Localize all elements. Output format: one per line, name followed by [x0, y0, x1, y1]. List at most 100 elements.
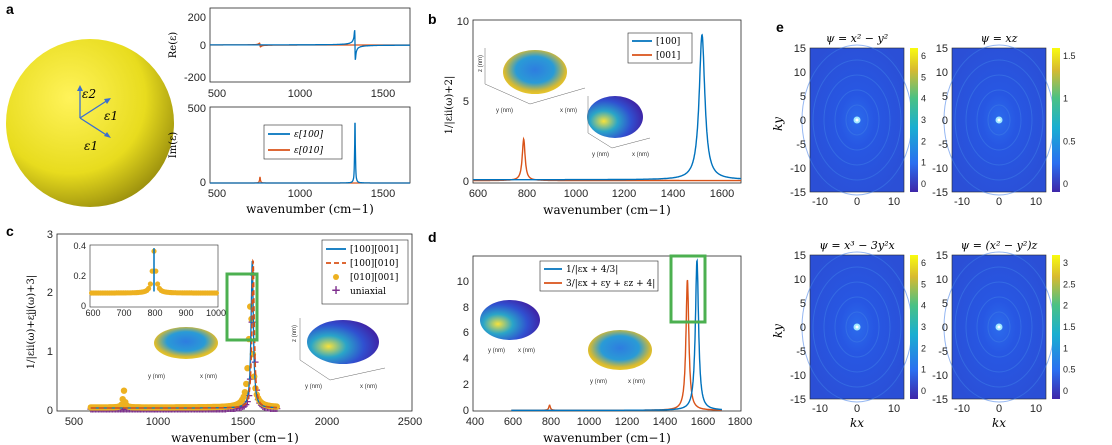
c-uniaxial-point: +: [117, 403, 126, 416]
d-ytick-10: 10: [457, 276, 469, 288]
d-inset1-xlabel: x (nm): [518, 348, 535, 354]
b-xtick-1200: 1200: [612, 188, 636, 200]
d-ytick-6: 6: [463, 327, 469, 339]
d-ytick-4: 4: [463, 353, 469, 365]
b-xtick-1400: 1400: [661, 188, 685, 200]
e-map-ytick: 15: [936, 250, 948, 262]
im-eps-legend-100: ε[100]: [294, 130, 324, 140]
e-colorbar-tick: 2.5: [1063, 279, 1076, 289]
e-map-ytick: -15: [790, 394, 806, 406]
e-colorbar-tick: 1: [1063, 343, 1068, 353]
e-map-title-1: ψ = x² − y²: [826, 32, 888, 45]
b-xtick-1000: 1000: [564, 188, 588, 200]
b-legend-001: [001]: [656, 51, 680, 61]
e-map-ytick: -10: [790, 163, 806, 175]
svg-text:+: +: [331, 283, 341, 297]
im-eps-ytick-0: 0: [200, 177, 206, 189]
e-map-ytick: -5: [796, 346, 806, 358]
e-map-ytick: 5: [800, 91, 806, 103]
d-ytick-8: 8: [463, 302, 469, 314]
e-map-title-3: ψ = x³ − 3y²x: [819, 239, 895, 252]
e-map-xtick: 10: [1030, 403, 1042, 415]
e-map-ring: [976, 296, 1022, 358]
d-series-x: [511, 258, 722, 411]
c-xtick-2500: 2500: [398, 416, 422, 428]
e-colorbar-3: [910, 255, 918, 399]
d-inset2-xlabel: x (nm): [628, 379, 645, 385]
b-inset1-xlabel: x (nm): [560, 108, 577, 114]
e-map-ytick: -15: [790, 187, 806, 199]
e-colorbar-tick: 3: [1063, 258, 1068, 268]
b-ytick-10: 10: [457, 16, 469, 28]
e-map-ytick: 0: [800, 322, 806, 334]
e-map-xtick: 10: [1030, 196, 1042, 208]
c-inset-ytick-04: 0.4: [73, 241, 86, 251]
axis-arrow-e1b: [79, 117, 109, 137]
b-inset2-ylabel: y (nm): [592, 152, 609, 158]
e-map-ring: [965, 74, 1033, 166]
b-ylabel: 1/|εii(ω)+2|: [444, 76, 455, 135]
e-map-xtick: 0: [996, 196, 1002, 208]
e-map-xlabel: kx: [850, 416, 864, 430]
e-colorbar-tick: 4: [921, 301, 926, 311]
e-map-xtick: 0: [854, 403, 860, 415]
panel-b-plot: 1/|εii(ω)+2| 0 5 10 600 800 1000 1200 14…: [444, 16, 742, 217]
e-map-ytick: -5: [796, 139, 806, 151]
c-uniaxial-point: +: [232, 402, 241, 415]
e-colorbar-tick: 0.5: [1063, 136, 1076, 146]
e-map-ring: [823, 74, 891, 166]
panel-label-a: a: [6, 1, 14, 17]
re-eps-ytick-200: 200: [188, 12, 206, 24]
d-inset-mode-2: y (nm) x (nm): [588, 330, 652, 385]
im-eps-ylabel: Im(ε): [168, 132, 179, 159]
e-map-ytick: 0: [942, 322, 948, 334]
c-inset2-ylabel: y (nm): [305, 384, 322, 390]
b-inset1-ylabel: y (nm): [496, 108, 513, 114]
c-inset-ytick-0: 0: [81, 301, 86, 311]
c-uniaxial-point: +: [243, 395, 252, 408]
e-map-xtick: -10: [812, 403, 828, 415]
re-eps-xtick-1500: 1500: [371, 88, 395, 100]
e-colorbar-tick: 0: [921, 386, 926, 396]
c-legend-010-001: [010][001]: [350, 273, 398, 283]
c-inset-mode-2: z (nm) y (nm) x (nm): [292, 318, 386, 390]
re-eps-xtick-500: 500: [208, 88, 226, 100]
e-map-title-2: ψ = xz: [981, 32, 1018, 45]
e-colorbar-tick: 2: [921, 136, 926, 146]
e-colorbar-4: [1052, 255, 1060, 399]
e-map-hotspot-core: [997, 325, 1001, 329]
c-gold-point: [241, 389, 249, 396]
b-xtick-1600: 1600: [710, 188, 734, 200]
d-legend-sum: 3/|εx + εy + εz + 4|: [566, 279, 655, 289]
d-highlight-box: [669, 254, 707, 324]
re-eps-ytick-0: 0: [200, 40, 206, 52]
e-map-ring: [823, 281, 891, 373]
sphere-illustration: ε2 ε1 ε1: [6, 39, 174, 207]
d-xtick-800: 800: [542, 416, 560, 428]
d-ytick-0: 0: [463, 405, 469, 417]
e-map-ytick: 0: [942, 115, 948, 127]
im-eps-xtick-1000: 1000: [288, 188, 312, 200]
e-map-ytick: -5: [938, 346, 948, 358]
e-map-ytick: 10: [794, 67, 806, 79]
im-eps-xtick-1500: 1500: [371, 188, 395, 200]
c-legend-100-001: [100][001]: [350, 245, 398, 255]
c-inset2-zlabel: z (nm): [292, 325, 298, 342]
e-colorbar-tick: 6: [921, 51, 926, 61]
e-map-ytick: 15: [936, 43, 948, 55]
e-map-ring: [812, 59, 902, 181]
c-uniaxial-point: +: [233, 402, 242, 415]
c-inset-point: [155, 281, 161, 287]
d-xtick-1000: 1000: [577, 416, 601, 428]
e-map-xtick: -10: [954, 403, 970, 415]
e-map-ytick: 10: [794, 274, 806, 286]
d-xtick-1800: 1800: [728, 416, 752, 428]
c-ytick-2: 2: [47, 287, 53, 299]
c-inset2-xlabel: x (nm): [360, 384, 377, 390]
b-xtick-600: 600: [469, 188, 487, 200]
c-ytick-3: 3: [47, 229, 53, 241]
e-map-ytick: -10: [932, 163, 948, 175]
e-map-ring: [845, 311, 869, 343]
